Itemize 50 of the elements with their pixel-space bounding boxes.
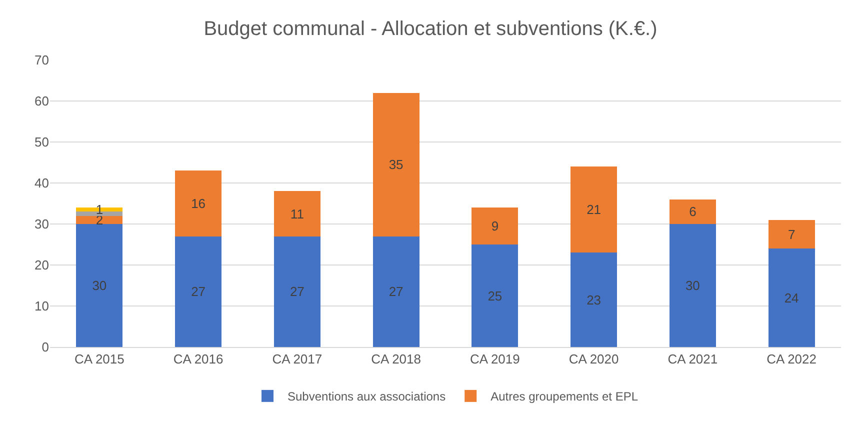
bar — [768, 220, 815, 249]
bar — [274, 191, 320, 236]
x-tick-label: CA 2019 — [470, 352, 520, 367]
data-label: 16 — [191, 196, 206, 211]
bar — [669, 224, 716, 347]
bar — [372, 92, 420, 236]
y-tick-label: 60 — [34, 94, 49, 109]
y-tick-label: 0 — [42, 340, 49, 355]
bar — [76, 224, 123, 347]
y-tick-label: 50 — [34, 134, 49, 150]
bar — [570, 252, 618, 347]
bar — [570, 166, 618, 253]
x-tick-label: CA 2018 — [371, 352, 421, 367]
x-tick-label: CA 2015 — [74, 352, 124, 367]
bar — [472, 244, 518, 347]
y-tick-label: 70 — [34, 52, 49, 68]
data-label: 21 — [586, 202, 602, 218]
data-label: 23 — [586, 292, 602, 308]
data-label: 7 — [788, 226, 796, 242]
bar — [372, 236, 420, 347]
y-tick-label: 10 — [34, 298, 49, 314]
bar — [175, 236, 222, 347]
bar — [669, 199, 716, 224]
chart-title: Budget communal - Allocation et subventions (K.€.) — [204, 18, 658, 40]
bar — [175, 170, 222, 236]
x-tick-label: CA 2022 — [766, 352, 816, 367]
data-label: 27 — [290, 284, 304, 300]
data-label: 11 — [290, 206, 304, 222]
y-tick-label: 40 — [34, 176, 49, 191]
data-label: 27 — [388, 284, 404, 300]
bar — [472, 208, 518, 244]
x-tick-label: CA 2016 — [173, 352, 224, 367]
x-tick-label: CA 2020 — [568, 352, 619, 367]
data-label: 27 — [191, 284, 206, 300]
y-tick-label: 20 — [34, 258, 49, 273]
data-label: 35 — [388, 157, 404, 172]
x-tick-label: CA 2017 — [272, 352, 322, 367]
legend-label: Subventions aux associations — [288, 390, 446, 404]
data-label: 30 — [685, 278, 700, 293]
data-label: 30 — [92, 278, 107, 293]
bar — [76, 216, 123, 224]
data-label: 6 — [689, 204, 696, 220]
data-label: 9 — [491, 218, 499, 234]
y-tick-label: 30 — [34, 216, 49, 232]
bar — [768, 248, 815, 347]
bar — [274, 236, 320, 347]
legend-label: Autres groupements et EPL — [490, 390, 638, 404]
data-label: 25 — [488, 288, 502, 304]
data-label: 24 — [784, 290, 799, 306]
x-tick-label: CA 2021 — [668, 352, 718, 367]
